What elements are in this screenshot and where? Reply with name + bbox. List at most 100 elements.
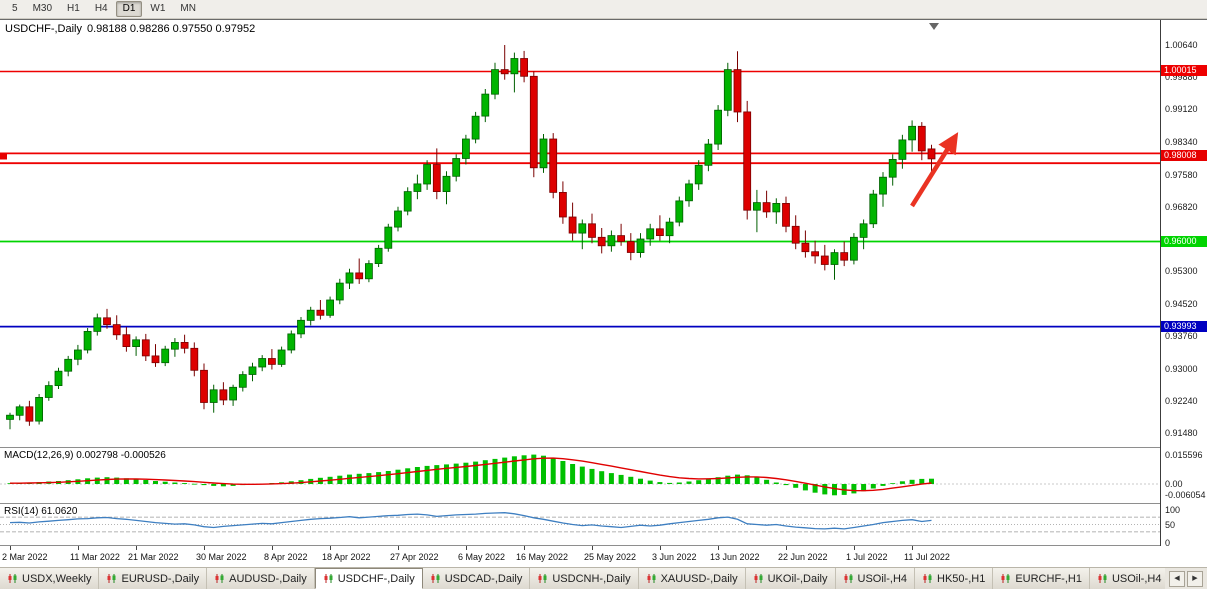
- price-axis-label: 0.94520: [1165, 299, 1198, 309]
- tab-label: UKOil-,Daily: [767, 572, 828, 585]
- chart-tab-bar: USDX,Weekly EURUSD-,Daily AUDUSD-,Daily USD…: [0, 567, 1207, 589]
- timeframe-button-h1[interactable]: H1: [67, 3, 80, 14]
- rsi-levels: [0, 516, 1160, 533]
- price-line-badge: 0.93993: [1161, 321, 1207, 332]
- time-axis-label: 21 Mar 2022: [128, 552, 179, 562]
- tab-label: USOil-,H4: [1111, 572, 1162, 585]
- tabs-scroll-right-button[interactable]: ▶: [1187, 570, 1203, 587]
- time-axis-tick: [136, 546, 137, 550]
- tab-label: EURUSD-,Daily: [121, 572, 200, 585]
- timeframe-button-w1[interactable]: W1: [150, 3, 166, 14]
- price-axis-label: 0.92240: [1165, 396, 1198, 406]
- chart-tab-usdchf-daily[interactable]: USDCHF-,Daily: [314, 568, 423, 589]
- panel-separator: [0, 545, 1207, 546]
- rsi-axis-label: 50: [1165, 520, 1176, 530]
- time-axis-label: 22 Jun 2022: [778, 552, 828, 562]
- candles-group: [6, 45, 936, 430]
- time-axis-tick: [10, 546, 11, 550]
- timeframe-button-d1[interactable]: D1: [115, 1, 143, 17]
- price-axis-label: 0.93760: [1165, 331, 1198, 341]
- price-axis-label: 1.00640: [1165, 40, 1198, 50]
- chart-tab-usdx-weekly[interactable]: USDX,Weekly: [0, 568, 100, 589]
- timeframe-toolbar: 5 M30 H1 H4 D1 W1 MN: [0, 0, 1207, 19]
- chart-tab-usoil-h4[interactable]: USOil-,H4: [1089, 568, 1165, 589]
- time-axis-tick: [592, 546, 593, 550]
- time-axis-label: 25 May 2022: [584, 552, 637, 562]
- time-axis-tick: [660, 546, 661, 550]
- time-axis-tick: [330, 546, 331, 550]
- mini-chart-icon: [1001, 574, 1010, 583]
- support-resistance-lines: [0, 70, 1160, 328]
- macd-axis-label: 0.015596: [1165, 450, 1203, 460]
- chart-tab-ukoil-daily[interactable]: UKOil-,Daily: [745, 568, 836, 589]
- time-axis-label: 16 May 2022: [516, 552, 569, 562]
- chart-tab-eurusd-daily[interactable]: EURUSD-,Daily: [99, 568, 208, 589]
- price-axis-label: 0.96820: [1165, 202, 1198, 212]
- chart-shift-marker-icon[interactable]: [929, 23, 939, 30]
- price-axis-label: 0.97580: [1165, 170, 1198, 180]
- mini-chart-icon: [431, 574, 440, 583]
- macd-axis-label: 0.00: [1165, 479, 1183, 489]
- tab-label: USDCAD-,Daily: [444, 572, 523, 585]
- time-axis-label: 11 Mar 2022: [70, 552, 120, 562]
- timeframe-button-5[interactable]: 5: [12, 3, 18, 14]
- time-axis-tick: [854, 546, 855, 550]
- price-axis[interactable]: 1.00640 0.99880 0.99120 0.98340 0.97580 0.968…: [1160, 20, 1207, 548]
- mini-chart-icon: [324, 574, 333, 583]
- macd-histogram: [7, 454, 934, 496]
- chart-tab-audusd-daily[interactable]: AUDUSD-,Daily: [207, 568, 315, 589]
- timeframe-button-m30[interactable]: M30: [32, 3, 53, 14]
- rsi-line: [9, 512, 932, 530]
- macd-label: MACD(12,26,9) 0.002798 -0.000526: [4, 450, 166, 461]
- time-axis-label: 1 Jul 2022: [846, 552, 888, 562]
- tab-label: AUDUSD-,Daily: [229, 572, 307, 585]
- timeframe-button-h4[interactable]: H4: [94, 3, 108, 14]
- time-axis-tick: [272, 546, 273, 550]
- time-axis-tick: [718, 546, 719, 550]
- chart-title: USDCHF-,Daily 0.98188 0.98286 0.97550 0.9…: [5, 23, 255, 35]
- rsi-label: RSI(14) 61.0620: [4, 506, 78, 517]
- rsi-axis-label: 0: [1165, 538, 1171, 548]
- chart-tab-eurchf-h1[interactable]: EURCHF-,H1: [993, 568, 1090, 589]
- tab-scroll-arrows: ◀ ▶: [1165, 568, 1207, 589]
- tab-label: USDCNH-,Daily: [552, 572, 631, 585]
- price-line-badge: 0.96000: [1161, 236, 1207, 247]
- tab-label: XAUUSD-,Daily: [660, 572, 738, 585]
- time-axis-tick: [204, 546, 205, 550]
- tab-label: USDCHF-,Daily: [337, 572, 415, 585]
- time-axis-label: 18 Apr 2022: [322, 552, 371, 562]
- time-axis-tick: [398, 546, 399, 550]
- time-axis-label: 8 Apr 2022: [264, 552, 308, 562]
- price-axis-label: 0.99880: [1165, 72, 1198, 82]
- chart-ohlc-values: 0.98188 0.98286 0.97550 0.97952: [87, 23, 256, 35]
- macd-signal-line: [10, 457, 932, 492]
- panel-separator: [0, 503, 1207, 504]
- tab-label: USOil-,H4: [857, 572, 908, 585]
- chart-tab-usoil-h4[interactable]: USOil-,H4: [835, 568, 916, 589]
- chart-window: USDCHF-,Daily 0.98188 0.98286 0.97550 0.9…: [0, 19, 1207, 567]
- chart-tab-usdcnh-daily[interactable]: USDCNH-,Daily: [530, 568, 639, 589]
- price-line-badge: 1.00015: [1161, 65, 1207, 76]
- chart-tab-hk50-h1[interactable]: HK50-,H1: [915, 568, 994, 589]
- time-axis-label: 11 Jul 2022: [904, 552, 950, 562]
- tabs-scroll-left-button[interactable]: ◀: [1169, 570, 1185, 587]
- rsi-panel: [0, 512, 1160, 533]
- mini-chart-icon: [647, 574, 656, 583]
- price-axis-label: 0.91480: [1165, 428, 1198, 438]
- price-axis-label: 0.95300: [1165, 266, 1198, 276]
- time-axis-tick: [912, 546, 913, 550]
- tab-label: HK50-,H1: [937, 572, 986, 585]
- mini-chart-icon: [215, 574, 224, 583]
- price-axis-label: 0.93000: [1165, 364, 1198, 374]
- price-line-badge: 0.98008: [1161, 150, 1207, 161]
- time-axis-label: 30 Mar 2022: [196, 552, 247, 562]
- trend-arrow-annotation[interactable]: [910, 132, 959, 208]
- mini-chart-icon: [8, 574, 17, 583]
- time-axis[interactable]: 2 Mar 2022 11 Mar 2022 21 Mar 2022 30 Mar 2…: [0, 546, 1160, 567]
- chart-tab-xauusd-daily[interactable]: XAUUSD-,Daily: [638, 568, 746, 589]
- price-axis-label: 0.99120: [1165, 104, 1198, 114]
- time-axis-tick: [524, 546, 525, 550]
- timeframe-button-mn[interactable]: MN: [180, 3, 196, 14]
- chart-tab-usdcad-daily[interactable]: USDCAD-,Daily: [422, 568, 531, 589]
- price-axis-label: 0.98340: [1165, 137, 1198, 147]
